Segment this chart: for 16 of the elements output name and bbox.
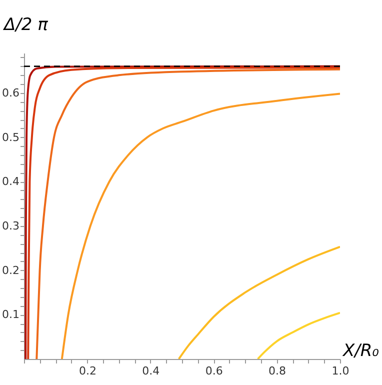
line-series bbox=[178, 246, 340, 359]
x-tick-label: 0.4 bbox=[142, 364, 160, 378]
y-axis-title: Δ/2 π bbox=[2, 15, 49, 35]
line-series bbox=[60, 92, 340, 359]
x-tick-label: 0.8 bbox=[268, 364, 286, 378]
x-tick-label: 0.2 bbox=[78, 364, 96, 378]
line-series bbox=[256, 312, 340, 359]
y-tick-label: 0.2 bbox=[2, 264, 20, 277]
x-tick-label: 1.0 bbox=[332, 364, 350, 378]
y-tick-label: 0.3 bbox=[2, 219, 20, 232]
y-tick-label: 0.1 bbox=[2, 308, 20, 322]
x-tick-label: 0.6 bbox=[205, 364, 223, 378]
y-tick-label: 0.5 bbox=[2, 130, 20, 144]
y-tick-label: 0.4 bbox=[2, 175, 20, 188]
y-tick-label: 0.6 bbox=[2, 86, 20, 100]
x-axis-title: X/R₀ bbox=[342, 341, 380, 361]
